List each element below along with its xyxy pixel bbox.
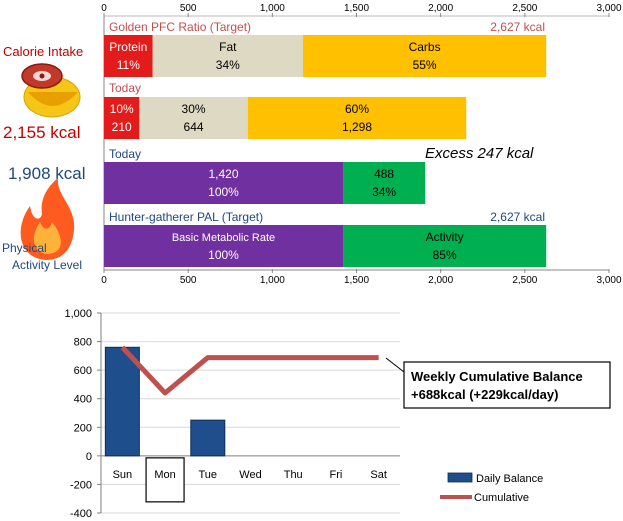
calorie-stacked-bar-chart: 0 500 1,000 1,500 2,000 2,500 3,000 0 500 1,000 1… [101, 3, 622, 286]
bottom-tick-label: 0 [101, 275, 107, 286]
stacked-row: Golden PFC Ratio (Target) 2,627 kcal Prote… [104, 20, 547, 77]
daily-balance-bar [104, 346, 140, 457]
callout: Weekly Cumulative Balance +688kcal (+229… [385, 357, 611, 409]
stacked-row: Today 10% 210 30% 644 60% 1,298 [104, 81, 467, 139]
x-tick-label: Wed [239, 469, 261, 481]
bar-segment [104, 97, 140, 139]
excess-note: Excess 247 kcal [425, 145, 534, 162]
segment-label: 488 [374, 167, 394, 181]
stacked-row: Hunter-gatherer PAL (Target) 2,627 kcal Ba… [104, 210, 547, 267]
cumulative-line [120, 345, 379, 396]
row-caption: Today [109, 81, 141, 95]
x-tick-label: Sun [113, 469, 133, 481]
y-tick-label: 400 [74, 394, 92, 406]
top-tick-label: 1,000 [260, 3, 285, 14]
bottom-tick-label: 3,000 [596, 275, 621, 286]
bar-segment [343, 225, 547, 267]
segment-value: 644 [184, 120, 204, 134]
x-tick-label: Fri [330, 469, 343, 481]
bar-segment [302, 35, 547, 77]
row-total-note: 2,627 kcal [490, 210, 545, 224]
segment-label: 1,420 [209, 167, 239, 181]
legend-cumulative-label: Cumulative [474, 492, 529, 504]
calorie-intake-title: Calorie Intake [3, 44, 83, 59]
activity-label-line2: Activity Level [12, 258, 82, 272]
bar-segment [104, 162, 344, 204]
y-tick-label: -200 [70, 479, 92, 491]
highlight-box [145, 457, 185, 503]
row-total-note: 2,627 kcal [490, 20, 545, 34]
bar-segment [247, 97, 467, 139]
stacked-row: Today 1,420 100% 488 34% [104, 147, 426, 204]
y-tick-label: 200 [74, 422, 92, 434]
legend-daily-label: Daily Balance [476, 473, 543, 485]
bar-segment [104, 225, 344, 267]
top-tick-label: 1,500 [344, 3, 369, 14]
bottom-tick-label: 2,500 [512, 275, 537, 286]
row-caption: Today [109, 147, 141, 161]
burn-value: 1,908 kcal [8, 164, 86, 183]
segment-value: 34% [216, 58, 240, 72]
flame-icon [20, 178, 75, 260]
top-tick-label: 2,000 [428, 3, 453, 14]
segment-label: Protein [109, 40, 147, 54]
segment-value: 34% [372, 185, 396, 199]
bottom-tick-label: 1,500 [344, 275, 369, 286]
segment-value: 210 [112, 120, 132, 134]
x-tick-label: Mon [154, 469, 175, 481]
x-tick-label: Thu [284, 469, 303, 481]
callout-pointer [385, 357, 405, 373]
weekly-balance-chart: 1,000 800 600 400 200 0 -200 -400 Sun Mon Tue Wed T… [64, 308, 611, 520]
segment-value: 11% [117, 58, 140, 72]
x-tick-label: Tue [199, 469, 218, 481]
food-icon [21, 63, 81, 118]
row-caption: Golden PFC Ratio (Target) [109, 20, 251, 34]
callout-box [403, 361, 611, 409]
y-tick-label: 600 [74, 365, 92, 377]
top-tick-label: 0 [101, 3, 107, 14]
segment-label: 10% [110, 102, 134, 116]
x-tick-label: Sat [370, 469, 387, 481]
bar-segment [343, 162, 426, 204]
segment-label: 30% [182, 102, 206, 116]
y-tick-label: 800 [74, 337, 92, 349]
y-tick-label: 1,000 [64, 308, 92, 320]
callout-line1: Weekly Cumulative Balance [411, 369, 583, 384]
callout-line2: +688kcal (+229kcal/day) [411, 387, 558, 402]
intake-value: 2,155 kcal [3, 123, 81, 142]
legend-swatch-daily [447, 472, 473, 483]
top-tick-label: 3,000 [596, 3, 621, 14]
left-panel: Calorie Intake 2,155 kcal 1,908 kcal Phy… [2, 44, 86, 272]
segment-label: Basic Metabolic Rate [172, 232, 275, 244]
segment-value: 100% [208, 185, 239, 199]
bar-segment [152, 35, 303, 77]
bar-segment [139, 97, 248, 139]
segment-value: 100% [208, 248, 239, 262]
daily-balance-bar [190, 419, 226, 457]
segment-label: Fat [219, 40, 237, 54]
segment-value: 1,298 [342, 120, 372, 134]
segment-label: 60% [345, 102, 369, 116]
top-tick-label: 500 [180, 3, 197, 14]
bottom-tick-label: 500 [180, 275, 197, 286]
legend: Daily Balance Cumulative [440, 472, 543, 504]
activity-label-line1: Physical [2, 241, 47, 255]
segment-label: Activity [426, 230, 464, 244]
bar-segment [104, 35, 153, 77]
row-caption: Hunter-gatherer PAL (Target) [109, 210, 263, 224]
bottom-tick-label: 2,000 [428, 275, 453, 286]
bottom-tick-label: 1,000 [260, 275, 285, 286]
segment-value: 55% [413, 58, 437, 72]
segment-value: 85% [433, 248, 457, 262]
top-tick-label: 2,500 [512, 3, 537, 14]
segment-label: Carbs [409, 40, 441, 54]
y-tick-label: -400 [70, 508, 92, 520]
y-tick-label: 0 [86, 451, 92, 463]
